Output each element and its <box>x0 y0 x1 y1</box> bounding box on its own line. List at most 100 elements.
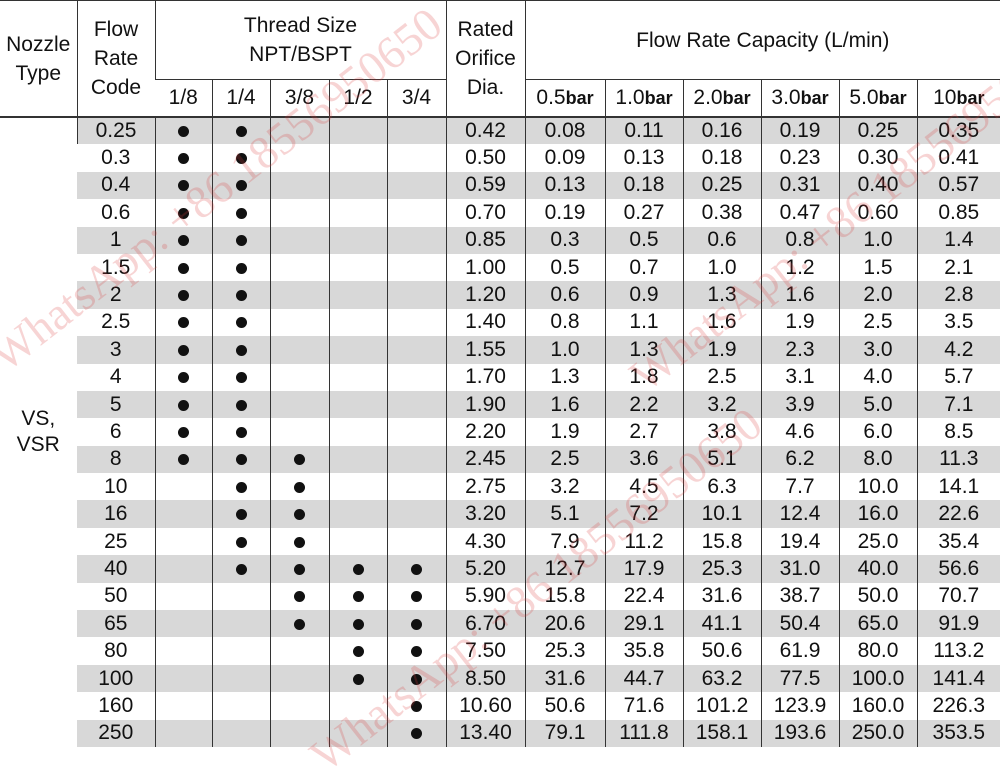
flow-capacity-cell: 0.23 <box>760 144 840 172</box>
flow-capacity-cell: 0.25 <box>682 171 762 200</box>
flow-capacity-cell: 353.5 <box>916 719 1000 747</box>
thread-cell <box>386 527 447 556</box>
flow-capacity-cell: 22.4 <box>604 582 684 611</box>
table-row: 2 1.20 0.6 0.9 1.3 1.6 2.0 2.8 <box>0 281 1000 309</box>
flow-capacity-cell: 123.9 <box>760 692 840 720</box>
thread-cell <box>211 281 270 309</box>
table-row: 6 2.20 1.9 2.7 3.8 4.6 6.0 8.5 <box>0 418 1000 446</box>
thread-cell <box>211 117 270 145</box>
flow-capacity-cell: 7.1 <box>916 390 1000 419</box>
header-pressure-4: 5.0bar <box>838 79 918 118</box>
thread-cell <box>211 308 270 337</box>
thread-cell <box>211 555 270 583</box>
thread-cell <box>386 664 447 693</box>
table-row: 3 1.55 1.0 1.3 1.9 2.3 3.0 4.2 <box>0 336 1000 364</box>
table-row: 10 2.75 3.2 4.5 6.3 7.7 10.0 14.1 <box>0 473 1000 501</box>
flow-capacity-cell: 6.2 <box>760 445 840 474</box>
orifice-cell: 2.75 <box>445 473 526 501</box>
orifice-cell: 2.45 <box>445 445 526 474</box>
flow-capacity-cell: 3.1 <box>760 363 840 391</box>
flow-capacity-cell: 80.0 <box>838 637 918 665</box>
orifice-cell: 8.50 <box>445 664 526 693</box>
thread-cell <box>211 664 270 693</box>
table-row: 0.6 0.70 0.19 0.27 0.38 0.47 0.60 0.85 <box>0 199 1000 227</box>
pressure-value: 5.0 <box>849 86 879 109</box>
flow-capacity-cell: 31.6 <box>524 664 606 693</box>
table-body: VS, VSR 0.25 0.42 0.08 0.11 0.16 0.19 0.25 0.35 0… <box>0 117 1000 747</box>
table-row: 5 1.90 1.6 2.2 3.2 3.9 5.0 7.1 <box>0 390 1000 419</box>
pressure-unit: bar <box>565 88 594 108</box>
flow-capacity-cell: 0.85 <box>916 199 1000 227</box>
flow-capacity-cell: 0.19 <box>760 117 840 145</box>
thread-cell <box>269 473 329 501</box>
table-row: 2.5 1.40 0.8 1.1 1.6 1.9 2.5 3.5 <box>0 308 1000 337</box>
flow-capacity-cell: 20.6 <box>524 610 606 638</box>
thread-cell <box>211 144 270 172</box>
thread-cell <box>154 582 212 611</box>
flow-rate-code-cell: 0.4 <box>77 171 155 200</box>
flow-capacity-cell: 0.31 <box>760 171 840 200</box>
flow-capacity-cell: 0.11 <box>604 117 684 145</box>
orifice-cell: 2.20 <box>445 418 526 446</box>
flow-capacity-cell: 1.6 <box>760 281 840 309</box>
orifice-cell: 1.00 <box>445 253 526 282</box>
pressure-unit: bar <box>800 88 829 108</box>
availability-dot-icon <box>352 618 364 630</box>
thread-cell <box>154 308 212 337</box>
thread-cell <box>386 363 447 391</box>
flow-rate-code-cell: 0.3 <box>77 144 155 172</box>
thread-cell <box>386 253 447 282</box>
flow-capacity-cell: 5.1 <box>682 445 762 474</box>
thread-cell <box>328 336 387 364</box>
availability-dot-icon <box>352 591 364 603</box>
orifice-cell: 13.40 <box>445 719 526 747</box>
flow-rate-code-cell: 65 <box>77 610 155 638</box>
orifice-cell: 3.20 <box>445 500 526 528</box>
thread-cell <box>211 418 270 446</box>
header-pressure-0: 0.5bar <box>524 79 606 118</box>
thread-cell <box>269 253 329 282</box>
thread-cell <box>269 308 329 337</box>
thread-cell <box>269 171 329 200</box>
availability-dot-icon <box>178 372 189 384</box>
availability-dot-icon <box>294 454 305 466</box>
thread-cell <box>269 692 329 720</box>
flow-capacity-cell: 61.9 <box>760 637 840 665</box>
thread-cell <box>328 664 387 693</box>
thread-cell <box>269 637 329 665</box>
thread-cell <box>269 418 329 446</box>
orifice-cell: 0.70 <box>445 199 526 227</box>
flow-capacity-cell: 2.5 <box>682 363 762 391</box>
thread-cell <box>154 226 212 254</box>
header-flow-capacity: Flow Rate Capacity (L/min) <box>524 0 1000 80</box>
thread-cell <box>386 719 447 747</box>
flow-capacity-cell: 0.18 <box>682 144 762 172</box>
thread-cell <box>328 363 387 391</box>
availability-dot-icon <box>178 344 189 356</box>
thread-cell <box>154 473 212 501</box>
flow-capacity-cell: 111.8 <box>604 719 684 747</box>
flow-capacity-cell: 1.3 <box>682 281 762 309</box>
flow-capacity-cell: 0.27 <box>604 199 684 227</box>
thread-cell <box>328 719 387 747</box>
thread-cell <box>154 144 212 172</box>
flow-capacity-cell: 0.9 <box>604 281 684 309</box>
availability-dot-icon <box>352 673 364 685</box>
availability-dot-icon <box>235 372 247 384</box>
orifice-cell: 7.50 <box>445 637 526 665</box>
thread-cell <box>211 363 270 391</box>
header-pressure-5: 10bar <box>916 79 1000 118</box>
flow-capacity-cell: 7.2 <box>604 500 684 528</box>
thread-cell <box>269 226 329 254</box>
availability-dot-icon <box>235 509 247 521</box>
thread-cell <box>154 692 212 720</box>
orifice-cell: 0.50 <box>445 144 526 172</box>
pressure-unit: bar <box>878 88 907 108</box>
thread-cell <box>211 500 270 528</box>
flow-rate-code-cell: 0.6 <box>77 199 155 227</box>
flow-capacity-cell: 1.3 <box>524 363 606 391</box>
flow-capacity-cell: 1.0 <box>682 253 762 282</box>
flow-capacity-cell: 15.8 <box>524 582 606 611</box>
flow-capacity-cell: 2.3 <box>760 336 840 364</box>
flow-rate-code-cell: 80 <box>77 637 155 665</box>
